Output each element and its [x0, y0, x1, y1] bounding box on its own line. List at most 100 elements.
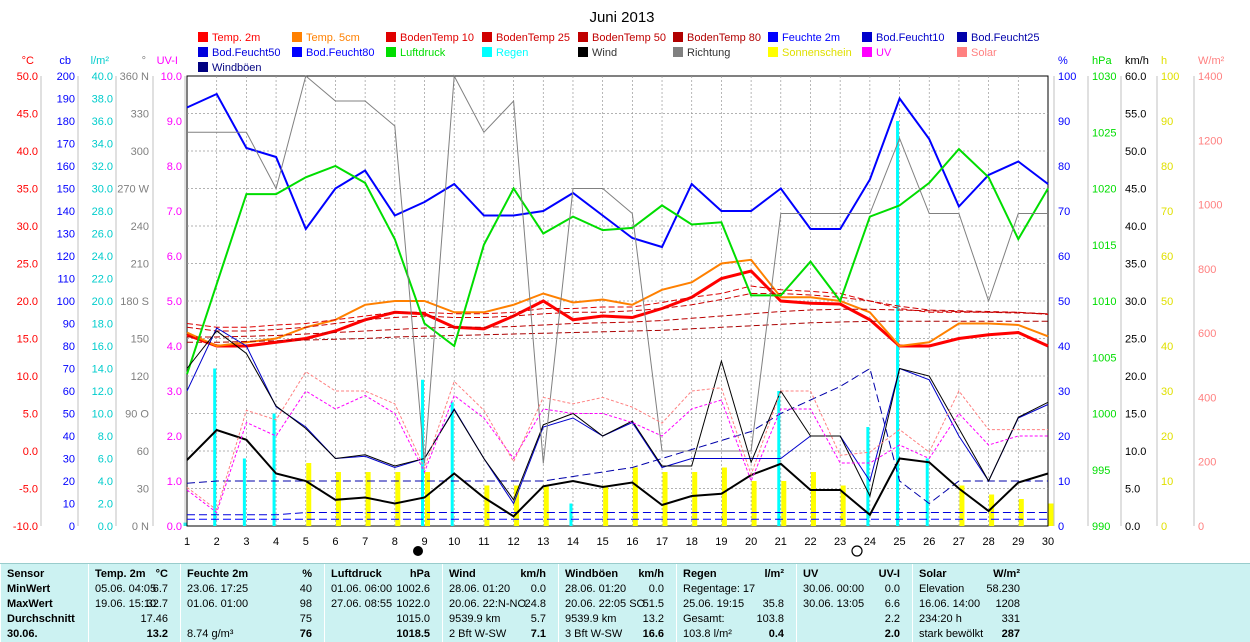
summary-row: 01.06. 01:00 98: [187, 597, 320, 612]
summary-row: 30.06. 13:05 6.6: [803, 597, 908, 612]
summary-cell: MaxWert: [7, 598, 53, 610]
legend-swatch: [198, 47, 208, 57]
legend-label: Richtung: [687, 47, 730, 59]
y-tick-label: 25.0: [1125, 334, 1146, 346]
summary-value: 76: [299, 628, 312, 640]
grid: [186, 75, 1049, 527]
summary-value: 2.0: [884, 628, 900, 640]
x-tick-label: 18: [686, 536, 698, 548]
series-line: [187, 74, 1048, 464]
y-tick-label: 38.0: [92, 94, 113, 106]
y-tick-label: 4.0: [98, 476, 113, 488]
bar-sonnenschein: [632, 467, 638, 526]
y-tick-label: 18.0: [92, 319, 113, 331]
y-tick-label: 0.0: [98, 521, 113, 533]
y-tick-label: 40: [1058, 341, 1070, 353]
y-tick-label: 40.0: [17, 146, 38, 158]
summary-value: 1002.6: [396, 583, 430, 595]
summary-row: Feuchte 2m%: [187, 567, 320, 582]
summary-cell: 23.06. 17:25: [187, 583, 249, 595]
series-line: [186, 327, 1049, 505]
y-tick-label: 150: [131, 334, 149, 346]
x-tick-label: 8: [392, 536, 398, 548]
summary-cell: Sensor: [7, 568, 45, 580]
series-lines: [186, 74, 1049, 520]
series-line: [186, 269, 1049, 348]
summary-row: stark bewölkt 287: [919, 627, 1028, 642]
y-tick-label: 8.0: [167, 161, 182, 173]
legend-swatch: [862, 47, 872, 57]
y-tick-label: 20: [1058, 431, 1070, 443]
summary-cell: Windböen: [565, 568, 619, 580]
x-tick-label: 16: [626, 536, 638, 548]
x-tick-label: 1: [184, 536, 190, 548]
y-tick-label: 60: [1058, 251, 1070, 263]
summary-cell: 3 Bft W-SW: [565, 628, 623, 640]
x-tick-label: 3: [243, 536, 249, 548]
summary-column: UV UV-I 30.06. 00:00 0.0 30.06. 13:05 6.6 2.2 2…: [796, 564, 912, 642]
summary-cell: 05.06. 04:05: [95, 583, 157, 595]
summary-row: 25.06. 19:15 35.8: [683, 597, 792, 612]
y-tick-label: 1015: [1092, 240, 1116, 252]
y-tick-label: 5.0: [23, 409, 38, 421]
summary-cell: 25.06. 19:15: [683, 598, 745, 610]
new-moon-icon: [413, 546, 423, 556]
y-tick-label: 20.0: [1125, 371, 1146, 383]
axis-unit-label: cb: [59, 55, 71, 67]
y-tick-label: 990: [1092, 521, 1110, 533]
y-tick-label: 80: [63, 341, 75, 353]
summary-cell: Wind: [449, 568, 476, 580]
summary-cell: 28.06. 01:20: [565, 583, 627, 595]
y-tick-label: 26.0: [92, 229, 113, 241]
y-tick-label: 300: [131, 146, 149, 158]
summary-cell: Durchschnitt: [7, 613, 75, 625]
legend-label: Temp. 2m: [212, 32, 260, 44]
y-tick-label: 40.0: [1125, 221, 1146, 233]
y-tick-label: 1020: [1092, 184, 1116, 196]
x-tick-label: 26: [923, 536, 935, 548]
y-tick-label: 15.0: [1125, 409, 1146, 421]
y-tick-label: 30: [137, 484, 149, 496]
bar-sonnenschein: [603, 485, 609, 526]
y-tick-label: 55.0: [1125, 109, 1146, 121]
legend-swatch: [768, 32, 778, 42]
summary-column: Solar W/m² Elevation 58.230 16.06. 14:00 1208…: [912, 564, 1032, 642]
legend-label: Solar: [971, 47, 997, 59]
y-tick-label: 30.0: [17, 221, 38, 233]
y-tick-label: 180: [57, 116, 75, 128]
summary-value: 0.4: [768, 628, 784, 640]
y-tick-label: 100: [1058, 71, 1076, 83]
full-moon-icon: [851, 545, 863, 557]
summary-row: 8.74 g/m³ 76: [187, 627, 320, 642]
y-tick-label: 32.0: [92, 161, 113, 173]
summary-cell: 27.06. 08:55: [331, 598, 393, 610]
summary-row: 2.2: [803, 612, 908, 627]
summary-cell: stark bewölkt: [919, 628, 984, 640]
y-tick-label: 16.0: [92, 341, 113, 353]
chart-title: Juni 2013: [589, 9, 654, 26]
x-tick-label: 25: [893, 536, 905, 548]
y-tick-label: 6.0: [167, 251, 182, 263]
y-tick-label: 40: [63, 431, 75, 443]
y-tick-label: 0: [1058, 521, 1064, 533]
y-tick-label: 30: [1058, 386, 1070, 398]
bar-sonnenschein: [959, 485, 965, 526]
y-tick-label: 200: [57, 71, 75, 83]
summary-value: km/h: [520, 568, 546, 580]
bar-sonnenschein: [840, 485, 846, 526]
y-tick-label: 70: [1161, 206, 1173, 218]
legend: Temp. 2m Temp. 5cm BodenTemp 10 BodenTemp 2…: [198, 32, 1040, 74]
y-tick-label: 130: [57, 229, 75, 241]
legend-label: Temp. 5cm: [306, 32, 360, 44]
legend-swatch: [578, 47, 588, 57]
y-tick-label: 10.0: [1125, 446, 1146, 458]
x-tick-label: 6: [332, 536, 338, 548]
y-tick-label: 10: [63, 499, 75, 511]
y-tick-label: 600: [1198, 328, 1216, 340]
series-line: [186, 285, 1049, 328]
legend-label: Windböen: [212, 62, 262, 74]
y-tick-label: 50.0: [17, 71, 38, 83]
summary-cell: Regentage: 17: [683, 583, 756, 595]
y-tick-label: 40.0: [92, 71, 113, 83]
summary-row: 01.06. 06:00 1002.6: [331, 582, 438, 597]
